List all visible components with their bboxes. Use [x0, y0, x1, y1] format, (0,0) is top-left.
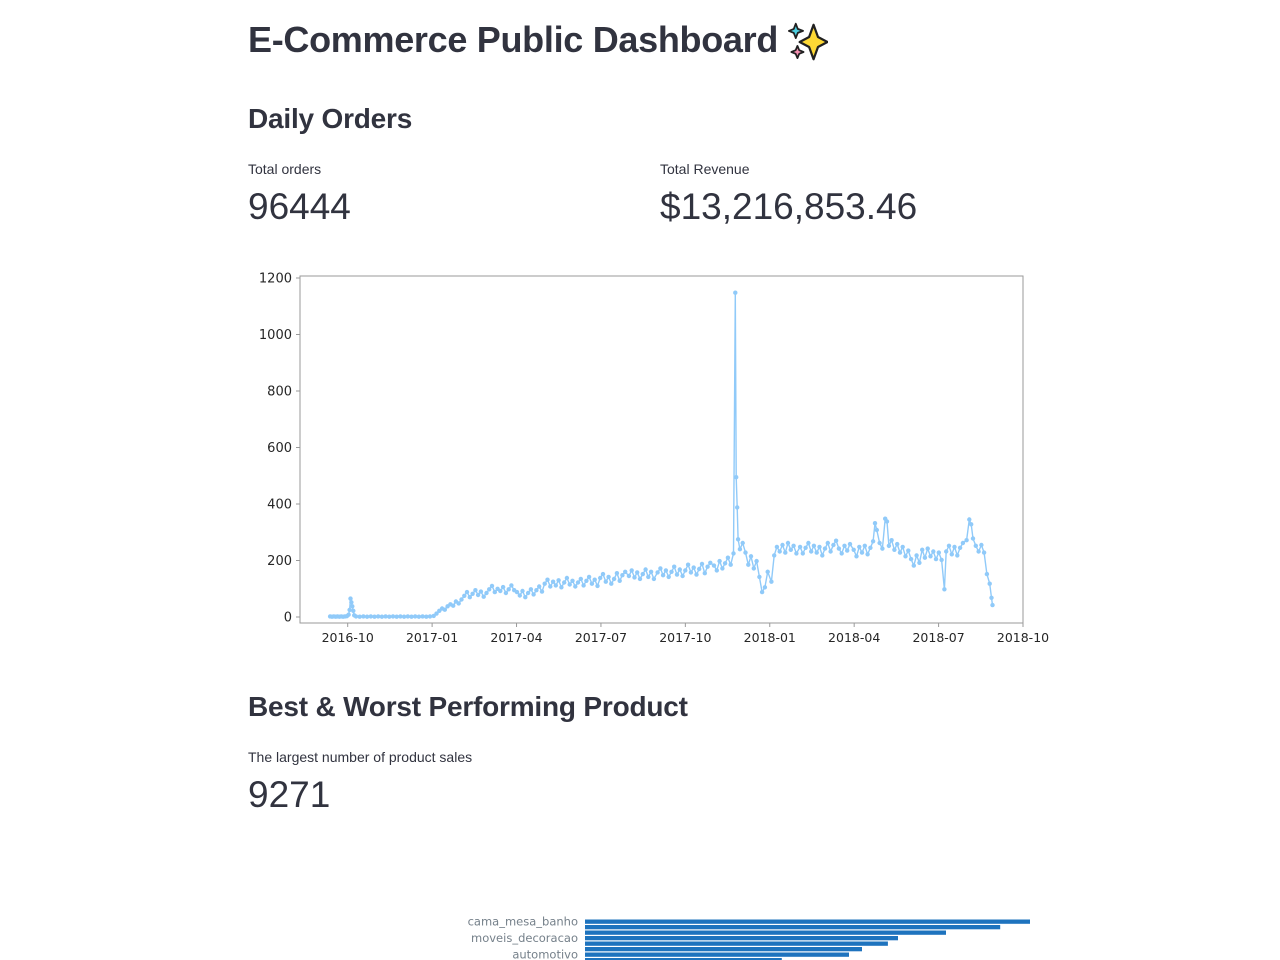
metric-largest-sales: The largest number of product sales 9271 [248, 748, 472, 818]
svg-text:1200: 1200 [259, 272, 292, 287]
svg-text:2017-10: 2017-10 [659, 630, 711, 645]
svg-text:2018-04: 2018-04 [828, 630, 880, 645]
svg-text:800: 800 [267, 385, 292, 400]
best-product-bar-chart: cama_mesa_banho moveis_decoracao automotiv… [468, 915, 1030, 960]
bar-category-label: automotivo [512, 948, 578, 960]
bar-category-label: cama_mesa_banho [468, 915, 578, 929]
daily-orders-line-chart: 0 200 400 600 800 1000 1200 2016-10 2017-01 2017-… [259, 272, 1049, 646]
metric-total-revenue-label: Total Revenue [660, 161, 750, 177]
svg-text:2018-07: 2018-07 [912, 630, 964, 645]
metric-total-orders: Total orders 96444 [248, 160, 351, 230]
bar-category-label: moveis_decoracao [471, 931, 578, 945]
svg-text:2017-07: 2017-07 [575, 630, 627, 645]
svg-text:2016-10: 2016-10 [322, 630, 374, 645]
page-title-text: E-Commerce Public Dashboard [248, 19, 779, 60]
metric-total-revenue-value: $13,216,853.46 [660, 185, 918, 227]
svg-text:2017-01: 2017-01 [406, 630, 458, 645]
page-title: E-Commerce Public Dashboard [248, 18, 829, 62]
sparkles-emoji-icon [788, 22, 829, 61]
svg-text:0: 0 [284, 611, 292, 626]
metric-largest-sales-value: 9271 [248, 773, 331, 815]
svg-text:1000: 1000 [259, 328, 292, 343]
svg-text:200: 200 [267, 554, 292, 569]
metric-total-orders-label: Total orders [248, 161, 322, 177]
svg-text:2017-04: 2017-04 [490, 630, 542, 645]
svg-text:600: 600 [267, 441, 292, 456]
section-heading-daily-orders: Daily Orders [248, 103, 413, 134]
section-heading-best-worst: Best & Worst Performing Product [248, 691, 688, 722]
svg-text:400: 400 [267, 498, 292, 513]
metric-total-revenue: Total Revenue $13,216,853.46 [660, 160, 917, 230]
metric-total-orders-value: 96444 [248, 185, 351, 227]
svg-text:2018-01: 2018-01 [744, 630, 796, 645]
svg-text:2018-10: 2018-10 [997, 630, 1049, 645]
metric-largest-sales-label: The largest number of product sales [248, 749, 473, 765]
